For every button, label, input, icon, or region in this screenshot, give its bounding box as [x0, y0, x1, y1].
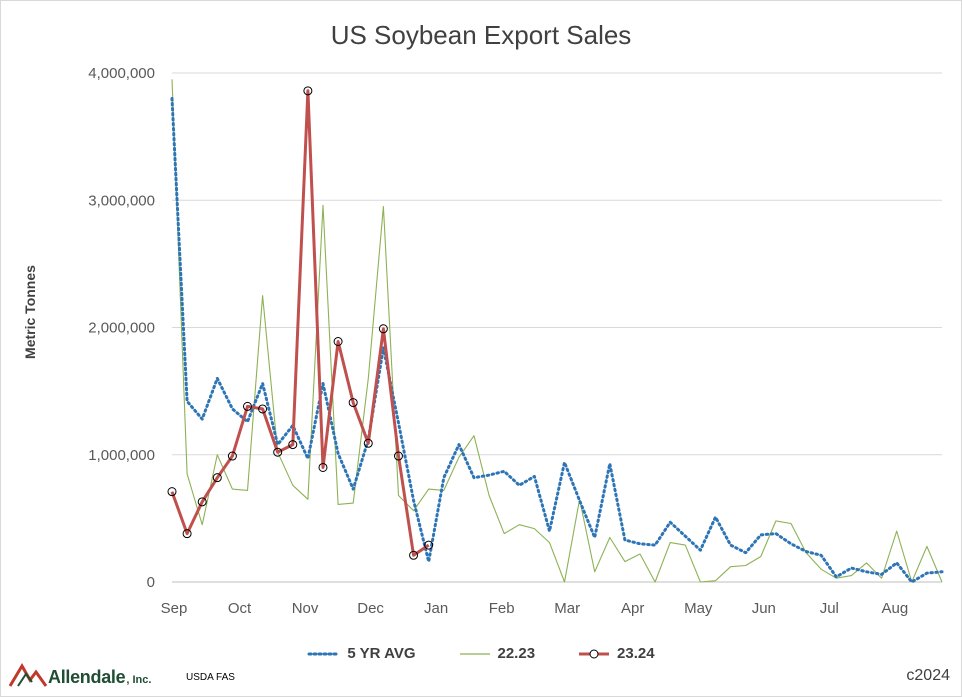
source-note: USDA FAS [186, 672, 235, 683]
data-point-marker [212, 473, 222, 483]
data-point-marker [242, 401, 252, 411]
y-tick-label: 1,000,000 [88, 447, 155, 464]
x-tick-label: Oct [228, 600, 252, 617]
data-point-marker [378, 324, 388, 334]
legend-swatch-line [459, 652, 490, 655]
chart-title: US Soybean Export Sales [330, 20, 632, 50]
x-tick-label: Jul [820, 600, 839, 617]
logo-suffix: , Inc. [126, 674, 152, 686]
data-point-marker [197, 497, 207, 507]
legend-label: 22.23 [497, 645, 536, 662]
x-tick-label: Mar [554, 600, 580, 617]
series-lines [170, 79, 944, 584]
y-tick-label: 2,000,000 [88, 320, 155, 337]
legend-swatch-dotted [307, 652, 341, 655]
legend-swatch-marker-line [579, 649, 610, 658]
data-point-marker [303, 86, 313, 96]
series-line [170, 97, 944, 584]
data-point-marker [424, 540, 434, 550]
data-point-marker [227, 451, 237, 461]
data-point-marker [409, 550, 419, 560]
x-tick-label: Dec [357, 600, 384, 617]
x-tick-label: Sep [161, 600, 188, 617]
series-markers [167, 86, 434, 560]
x-tick-label: Nov [292, 600, 319, 617]
gridlines [172, 72, 942, 583]
legend: 5 YR AVG 22.23 23.24 [0, 645, 962, 662]
data-point-marker [273, 447, 283, 457]
allendale-mountain-icon [8, 663, 48, 687]
data-point-marker [167, 487, 177, 497]
data-point-marker [393, 451, 403, 461]
data-point-marker [333, 336, 343, 346]
legend-item-5yr-avg[interactable]: 5 YR AVG [307, 645, 416, 662]
x-tick-label: Feb [489, 600, 515, 617]
x-tick-label: Jun [752, 600, 776, 617]
legend-label: 5 YR AVG [347, 645, 416, 662]
allendale-logo: Allendale , Inc. [8, 660, 151, 688]
data-point-marker [318, 462, 328, 472]
series-line [170, 89, 430, 557]
data-point-marker [182, 529, 192, 539]
y-tick-labels: 0 1,000,000 2,000,000 3,000,000 4,000,000 [88, 65, 155, 591]
legend-label: 23.24 [617, 645, 655, 662]
y-tick-label: 4,000,000 [88, 65, 155, 82]
data-point-marker [258, 404, 268, 414]
data-point-marker [363, 438, 373, 448]
x-tick-label: Apr [621, 600, 644, 617]
logo-text: Allendale [48, 667, 126, 687]
x-tick-labels: Sep Oct Nov Dec Jan Feb Mar Apr May Jun Jul Aug [161, 600, 909, 617]
legend-item-22-23[interactable]: 22.23 [458, 645, 536, 662]
legend-item-23-24[interactable]: 23.24 [577, 645, 655, 662]
chart-plot: 0 1,000,000 2,000,000 3,000,000 4,000,000 Se… [88, 65, 944, 617]
y-tick-label: 0 [147, 574, 155, 591]
copyright: c2024 [906, 667, 950, 684]
x-tick-label: Aug [881, 600, 908, 617]
y-tick-label: 3,000,000 [88, 192, 155, 209]
x-tick-label: Jan [424, 600, 448, 617]
data-point-marker [348, 398, 358, 408]
series-line [171, 79, 943, 583]
data-point-marker [288, 440, 298, 450]
x-tick-label: May [684, 600, 713, 617]
